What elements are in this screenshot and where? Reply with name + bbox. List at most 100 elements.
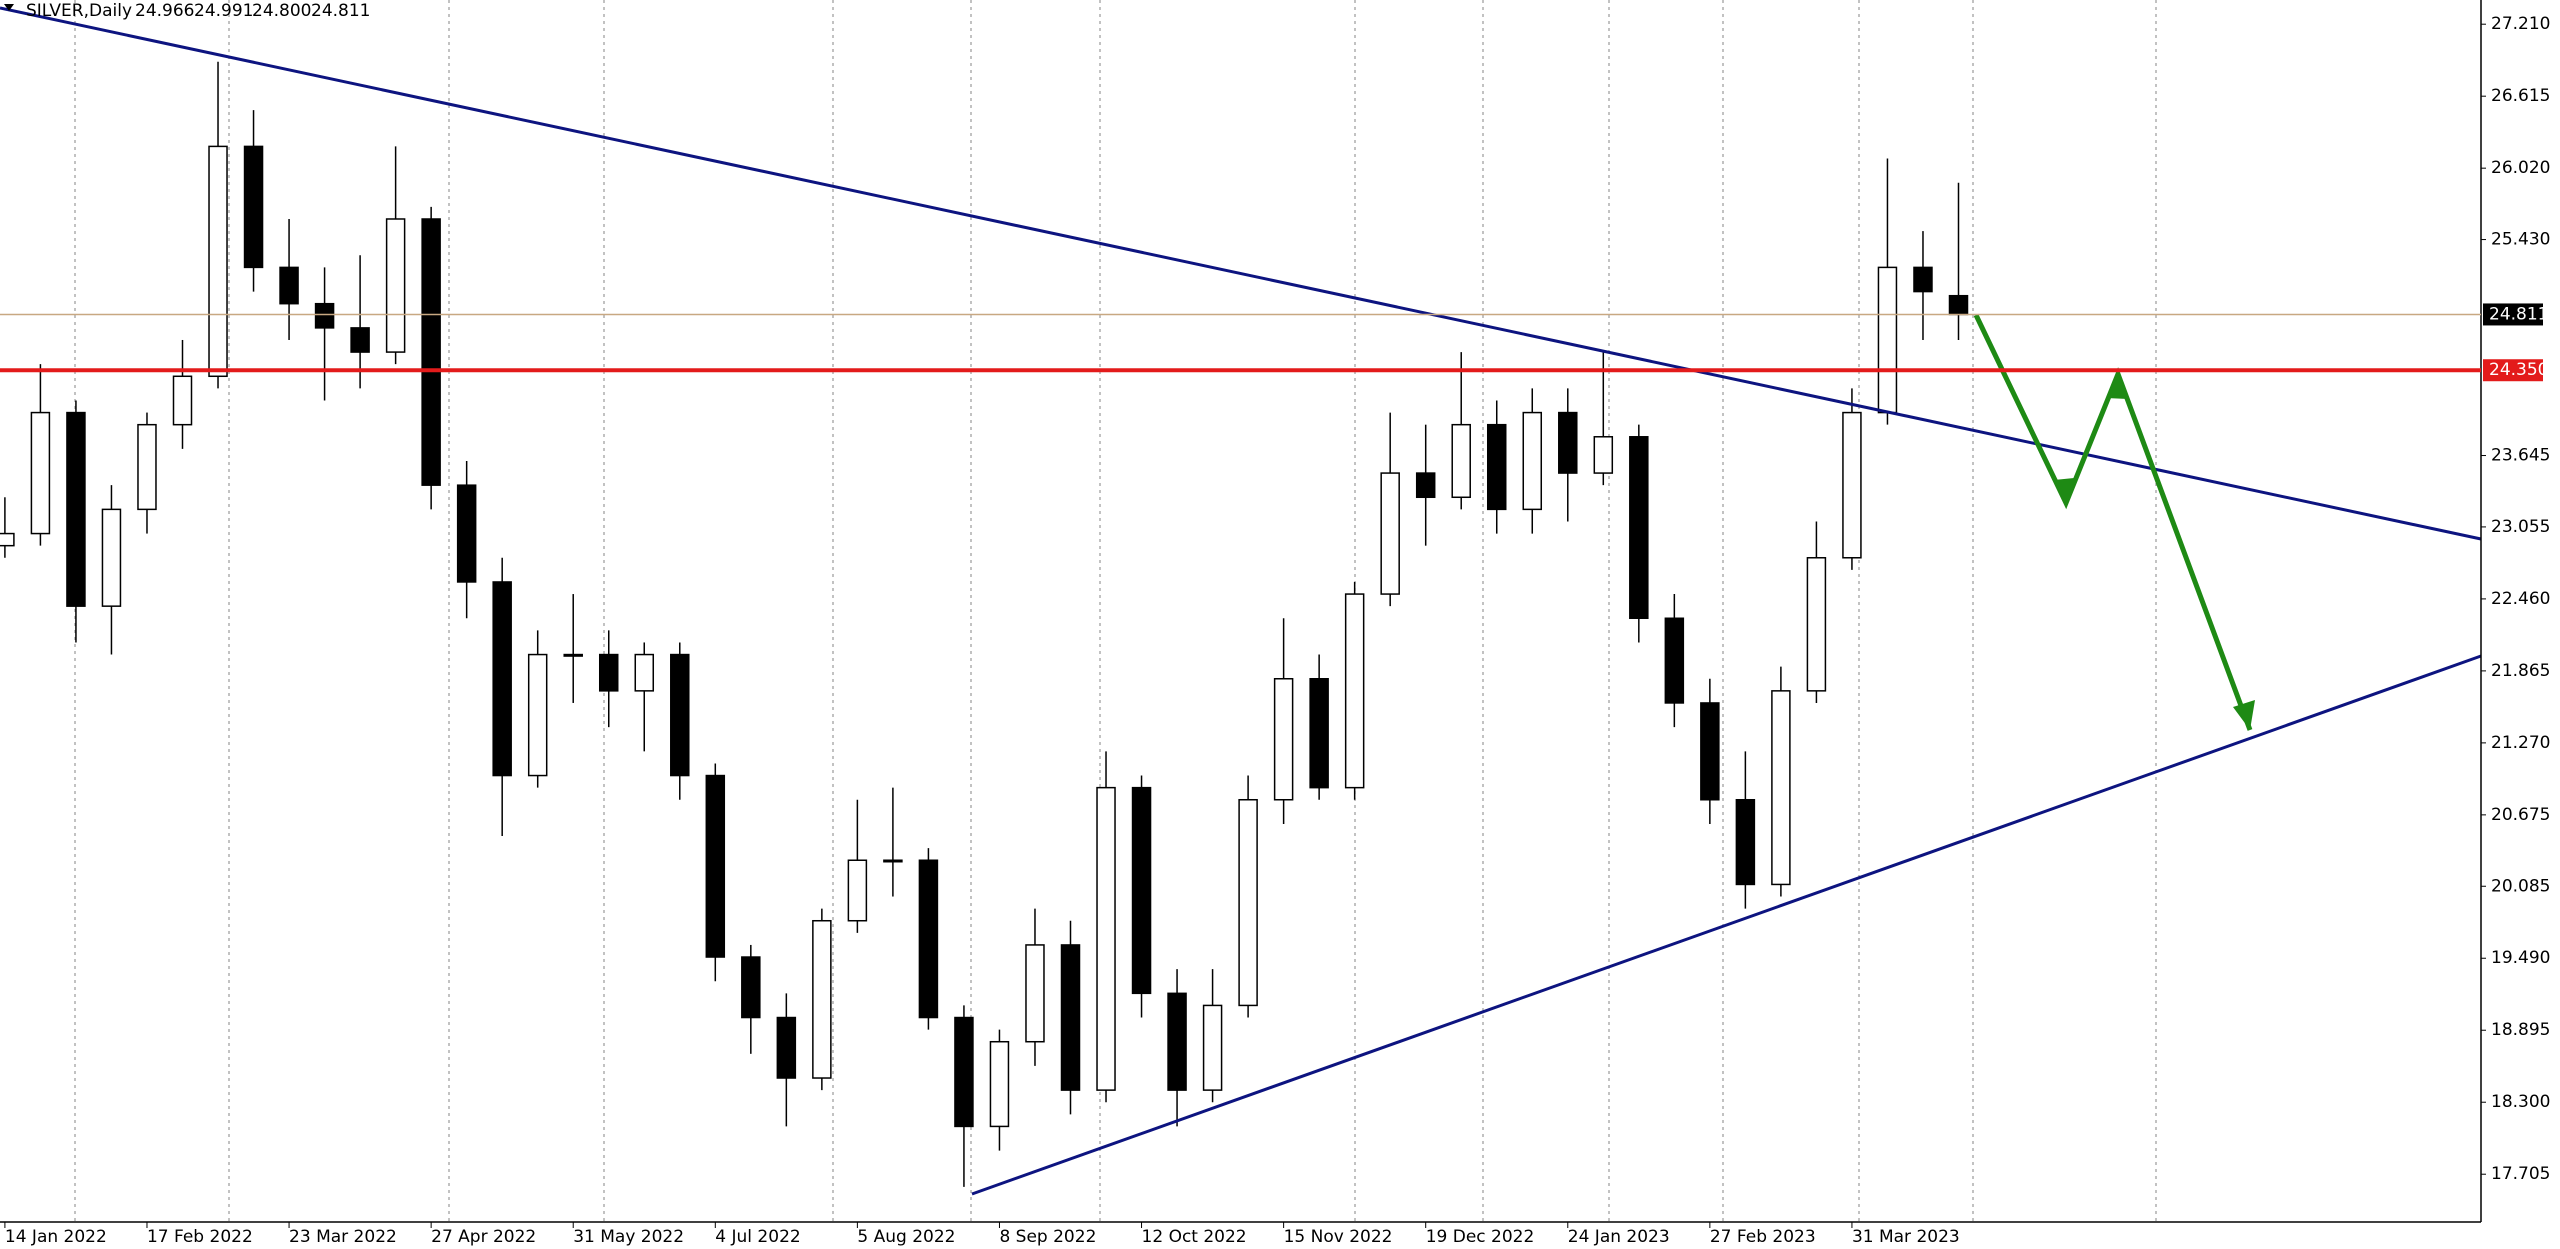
candle-body bbox=[1309, 678, 1329, 789]
y-tick-label: 22.460 bbox=[2491, 589, 2550, 609]
x-tick-label: 4 Jul 2022 bbox=[715, 1227, 800, 1247]
candle-body bbox=[741, 956, 761, 1019]
plot-area bbox=[0, 61, 1969, 1187]
candle-body bbox=[66, 411, 86, 607]
resistance-trendline bbox=[0, 6, 2482, 541]
y-tick-label: 18.895 bbox=[2491, 1020, 2550, 1040]
candle-body bbox=[1700, 702, 1720, 801]
drawings bbox=[0, 6, 2482, 1196]
candle-body bbox=[456, 484, 477, 583]
support-trendline bbox=[971, 654, 2482, 1196]
candle-body bbox=[421, 218, 441, 486]
candle-body bbox=[989, 1040, 1010, 1128]
candle-body bbox=[847, 859, 868, 922]
x-tick-label: 27 Feb 2023 bbox=[1710, 1227, 1816, 1247]
candle-body bbox=[883, 859, 903, 863]
header-value: 24.966 bbox=[135, 1, 194, 21]
x-tick-label: 31 May 2022 bbox=[573, 1227, 684, 1247]
price-label-box bbox=[2483, 303, 2543, 326]
candle-body bbox=[1877, 266, 1898, 414]
menu-arrow[interactable] bbox=[4, 4, 14, 11]
candle-body bbox=[1771, 690, 1791, 886]
candle-body bbox=[1558, 411, 1578, 474]
candle-body bbox=[1096, 786, 1116, 1091]
x-tick-label: 27 Apr 2022 bbox=[431, 1227, 536, 1247]
y-tick-label: 21.865 bbox=[2491, 661, 2550, 681]
x-tick-label: 15 Nov 2022 bbox=[1284, 1227, 1393, 1247]
arrow-head bbox=[2054, 478, 2074, 503]
header-value: 24.991 bbox=[194, 1, 253, 21]
header-value: 24.811 bbox=[311, 1, 370, 21]
candle-body bbox=[1806, 557, 1827, 692]
candle-body bbox=[1593, 436, 1614, 474]
candle-body bbox=[0, 532, 15, 547]
candle-body bbox=[385, 218, 406, 353]
y-tick-label: 17.705 bbox=[2491, 1164, 2550, 1184]
x-tick-label: 23 Mar 2022 bbox=[289, 1227, 397, 1247]
candle-body bbox=[1167, 992, 1187, 1091]
x-tick-label: 17 Feb 2022 bbox=[147, 1227, 253, 1247]
candle-body bbox=[1451, 423, 1471, 499]
candle-body bbox=[634, 653, 655, 692]
candle-body bbox=[954, 1016, 974, 1128]
candle-body bbox=[1273, 678, 1294, 801]
y-tick-label: 20.675 bbox=[2491, 805, 2550, 825]
candle-body bbox=[1238, 798, 1258, 1007]
candle-body bbox=[137, 423, 157, 511]
arrow-head bbox=[2233, 700, 2255, 730]
candle-body bbox=[1522, 411, 1543, 511]
x-tick-label: 31 Mar 2023 bbox=[1852, 1227, 1960, 1247]
x-tick-label: 24 Jan 2023 bbox=[1568, 1227, 1670, 1247]
price-label: 24.811 bbox=[2489, 304, 2548, 324]
y-tick-label: 23.055 bbox=[2491, 517, 2550, 537]
forecast-path bbox=[1973, 313, 2253, 731]
x-tick-label: 19 Dec 2022 bbox=[1426, 1227, 1535, 1247]
candle-body bbox=[30, 411, 51, 535]
candle-body bbox=[1025, 944, 1045, 1043]
arrow-head bbox=[2106, 374, 2128, 399]
candle-body bbox=[208, 145, 228, 378]
candle-body bbox=[243, 145, 264, 269]
candle-body bbox=[1060, 944, 1081, 1091]
candle-body bbox=[350, 327, 370, 353]
x-tick-label: 8 Sep 2022 bbox=[999, 1227, 1096, 1247]
candle-body bbox=[1842, 411, 1862, 559]
candle-body bbox=[314, 302, 335, 329]
y-tick-label: 21.270 bbox=[2491, 733, 2550, 753]
x-tick-label: 14 Jan 2022 bbox=[5, 1227, 107, 1247]
candle-body bbox=[918, 859, 939, 1019]
candle-body bbox=[101, 508, 122, 607]
chart-title: SILVER,Daily bbox=[26, 1, 132, 21]
candle-body bbox=[776, 1016, 797, 1079]
candle-body bbox=[1629, 436, 1649, 620]
candle-body bbox=[1486, 423, 1507, 511]
y-tick-label: 25.430 bbox=[2491, 230, 2550, 250]
y-tick-label: 19.490 bbox=[2491, 948, 2550, 968]
candle-body bbox=[279, 266, 299, 305]
candle-body bbox=[492, 581, 512, 777]
header-value: 24.800 bbox=[252, 1, 311, 21]
y-tick-label: 26.615 bbox=[2491, 86, 2550, 106]
candle-body bbox=[1664, 617, 1685, 704]
y-tick-label: 23.645 bbox=[2491, 446, 2550, 466]
x-tick-label: 5 Aug 2022 bbox=[857, 1227, 955, 1247]
candle-body bbox=[1913, 266, 1933, 293]
candle-body bbox=[1948, 294, 1969, 316]
candle-body bbox=[1735, 798, 1756, 886]
candle-body bbox=[670, 653, 690, 777]
candle-body bbox=[527, 653, 548, 777]
candle-body bbox=[1202, 1004, 1223, 1091]
y-tick-label: 27.210 bbox=[2491, 14, 2550, 34]
price-label: 24.350 bbox=[2489, 360, 2548, 380]
candle-body bbox=[1380, 472, 1400, 595]
candle-body bbox=[1415, 472, 1436, 499]
x-tick-label: 12 Oct 2022 bbox=[1142, 1227, 1247, 1247]
candle-body bbox=[563, 653, 583, 657]
candle-body bbox=[172, 375, 193, 426]
y-tick-label: 20.085 bbox=[2491, 876, 2550, 896]
candle-body bbox=[1344, 593, 1365, 789]
candle-body bbox=[705, 774, 726, 958]
y-tick-label: 18.300 bbox=[2491, 1092, 2550, 1112]
